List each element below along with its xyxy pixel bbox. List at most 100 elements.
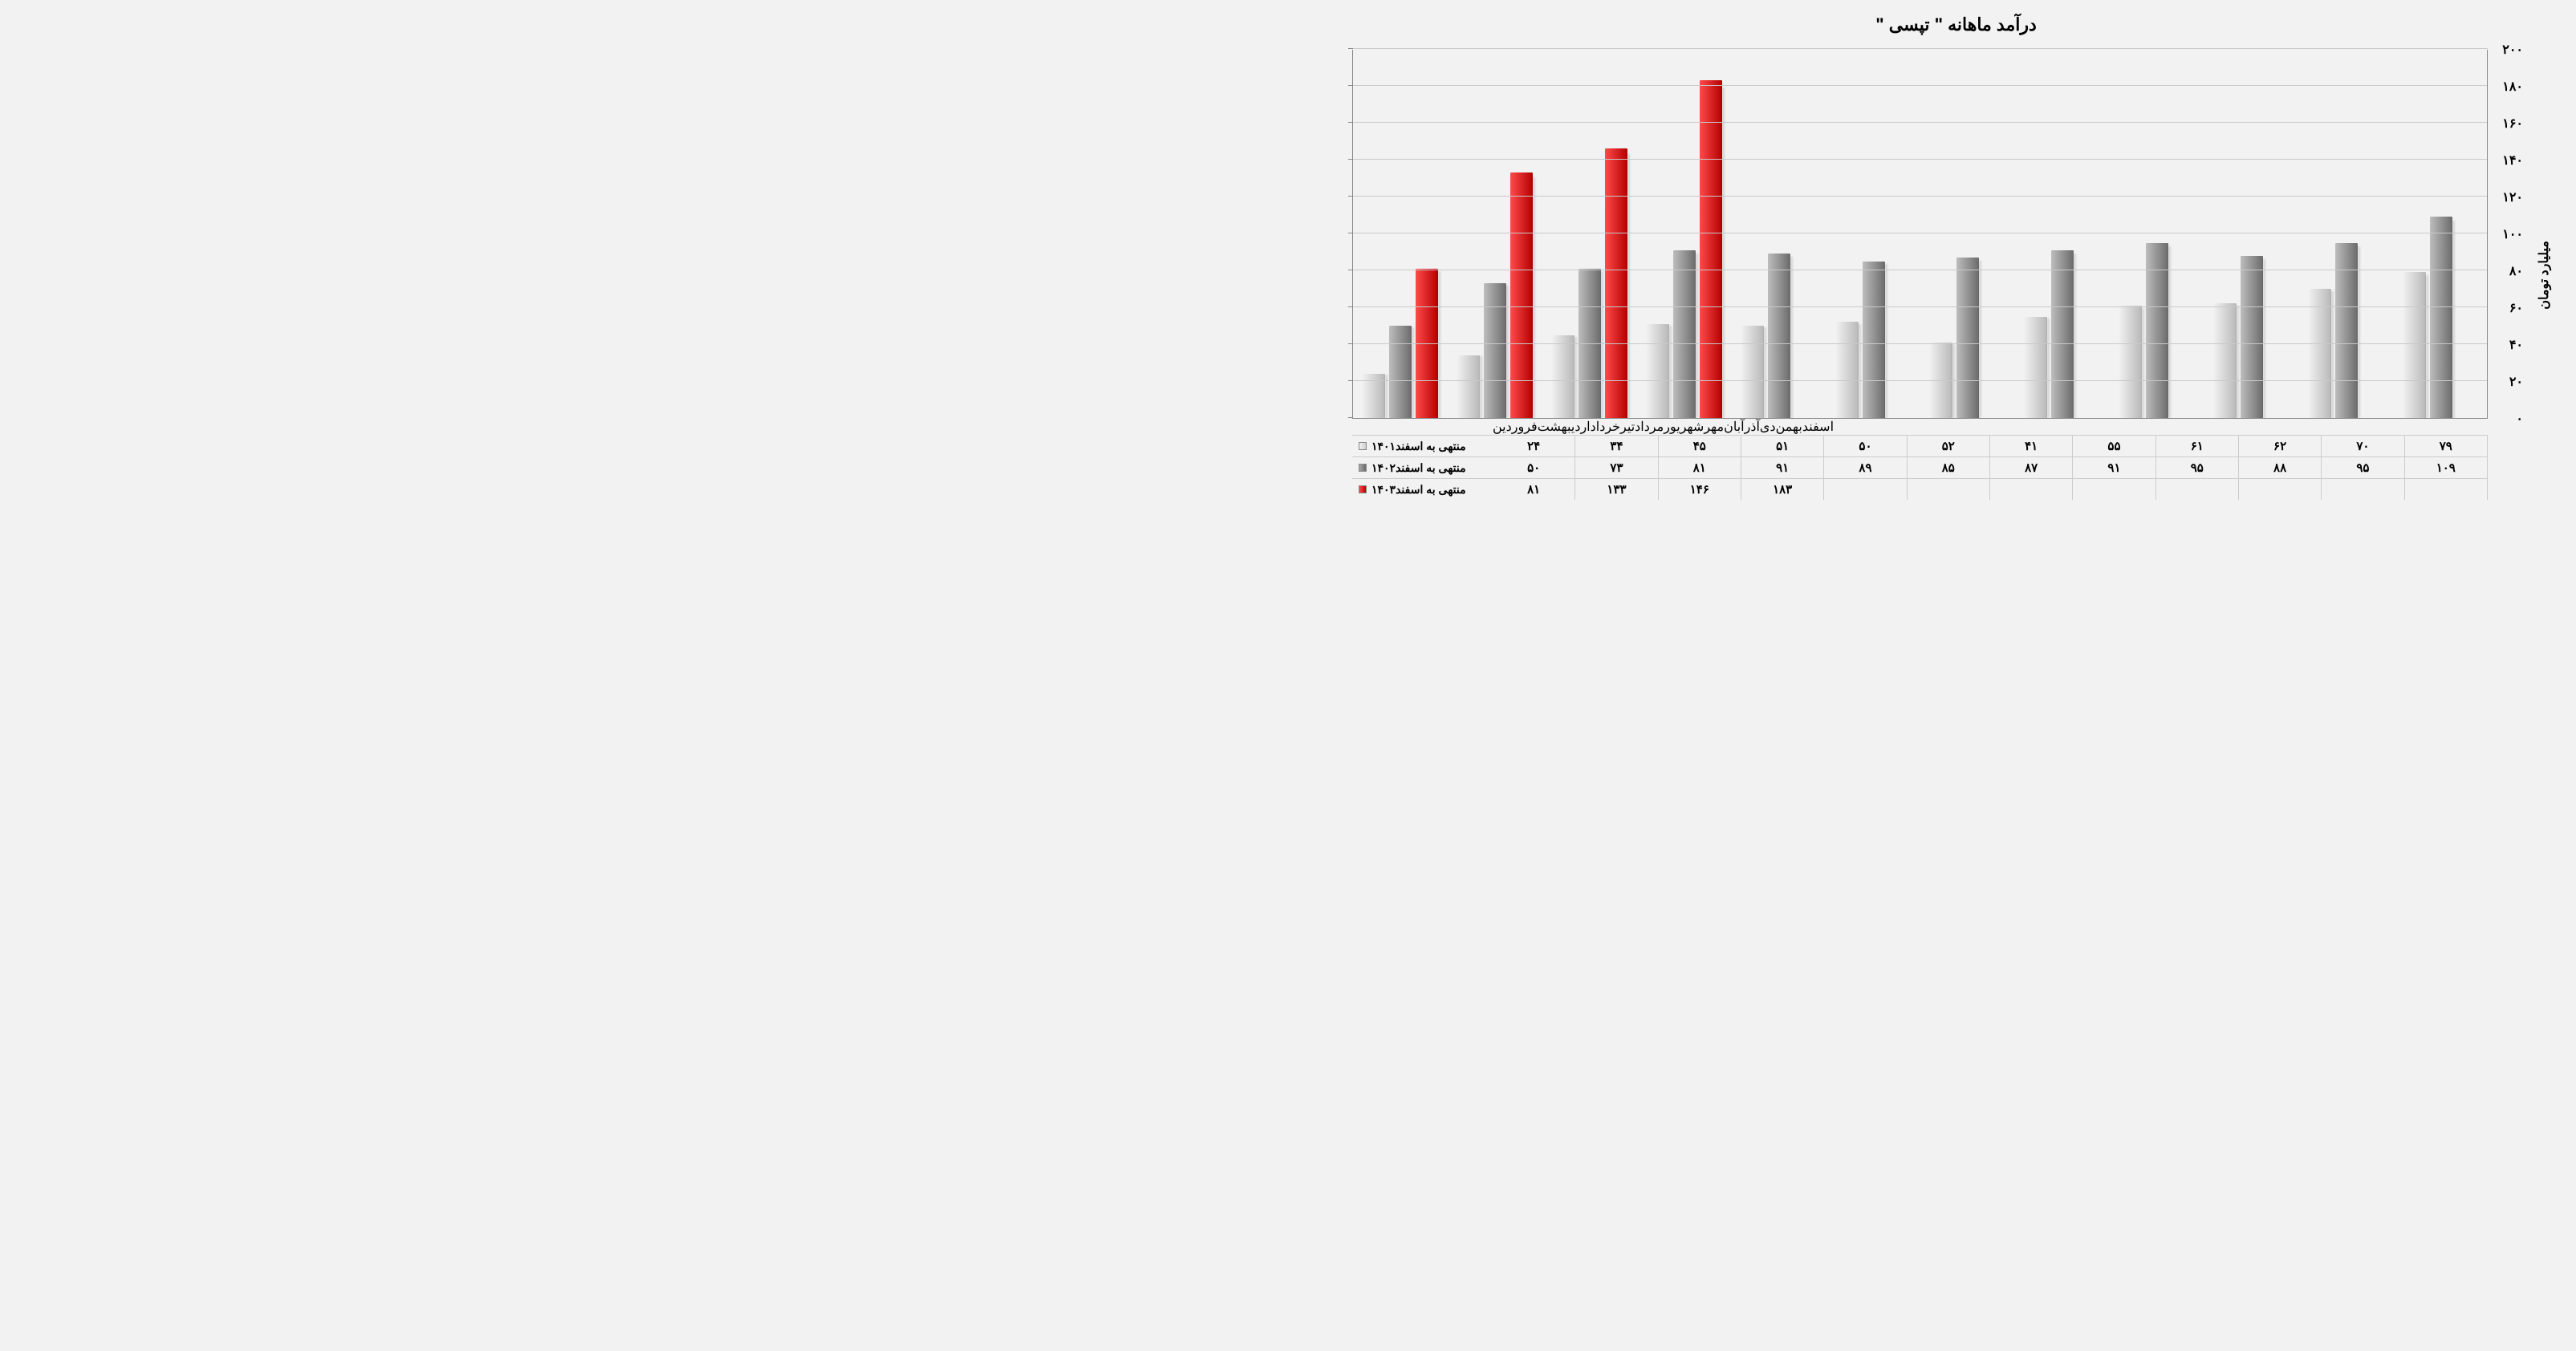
bar-group — [1920, 50, 2015, 418]
table-cell: ۸۵ — [1908, 457, 1990, 478]
data-table: فروردیناردیبهشتخردادتیرمردادشهریورمهرآبا… — [1352, 419, 2488, 500]
ylabel-column: میلیارد تومان — [2528, 50, 2560, 500]
chart-wrapper: میلیارد تومان ۰۲۰۴۰۶۰۸۰۱۰۰۱۲۰۱۴۰۱۶۰۱۸۰۲۰… — [1352, 50, 2560, 500]
table-cell: ۷۹ — [2405, 436, 2488, 456]
bar — [2403, 272, 2426, 418]
y-tick-label: ۱۸۰ — [2502, 79, 2523, 95]
bar — [2430, 217, 2452, 418]
bar-group — [1448, 50, 1542, 418]
y-tick-label: ۱۲۰ — [2502, 189, 2523, 205]
bar — [2214, 303, 2237, 418]
series-label-text: منتهی به اسفند۱۴۰۲ — [1371, 461, 1466, 475]
series-label-text: منتهی به اسفند۱۴۰۱ — [1371, 440, 1466, 453]
bar — [1768, 254, 1790, 418]
tick-mark — [1348, 380, 1353, 381]
bar-groups — [1353, 50, 2488, 418]
x-category-label: اردیبهشت — [1538, 419, 1591, 435]
table-row: منتهی به اسفند۱۴۰۳۸۱۱۳۳۱۴۶۱۸۳ — [1352, 478, 2488, 500]
table-cell: ۵۰ — [1493, 457, 1575, 478]
y-tick-label: ۰ — [2516, 411, 2523, 427]
table-cell: ۵۱ — [1741, 436, 1824, 456]
tick-mark — [1348, 48, 1353, 49]
table-cell — [2405, 479, 2488, 500]
y-tick-label: ۲۰۰ — [2502, 42, 2523, 58]
bar — [1605, 148, 1627, 418]
tick-mark — [1348, 122, 1353, 123]
gridline — [1353, 159, 2488, 160]
gridline — [1353, 196, 2488, 197]
bar-group — [1353, 50, 1448, 418]
y-tick-label: ۱۰۰ — [2502, 226, 2523, 242]
table-cell — [2156, 479, 2239, 500]
gridline — [1353, 48, 2488, 49]
table-cell — [2239, 479, 2322, 500]
table-cell: ۱۰۹ — [2405, 457, 2488, 478]
x-category-label: خرداد — [1591, 419, 1620, 435]
series-label: منتهی به اسفند۱۴۰۱ — [1352, 436, 1493, 456]
y-ticks: ۰۲۰۴۰۶۰۸۰۱۰۰۱۲۰۱۴۰۱۶۰۱۸۰۲۰۰ — [2488, 50, 2528, 419]
bar — [2119, 306, 2142, 418]
tick-mark — [1348, 306, 1353, 307]
x-category-label: دی — [1760, 419, 1776, 435]
table-cell: ۸۱ — [1659, 457, 1741, 478]
plot-area — [1352, 50, 2488, 419]
table-row: منتهی به اسفند۱۴۰۱۲۴۳۴۴۵۵۱۵۰۵۲۴۱۵۵۶۱۶۲۷۰… — [1352, 435, 2488, 456]
table-cell: ۶۲ — [2239, 436, 2322, 456]
y-tick-label: ۴۰ — [2509, 337, 2523, 353]
bar — [2309, 289, 2331, 418]
chart-title: درآمد ماهانه " تپسی " — [1352, 14, 2560, 35]
bar — [1700, 80, 1722, 418]
table-cell: ۶۱ — [2156, 436, 2239, 456]
bar — [1647, 324, 1669, 418]
gridline — [1353, 85, 2488, 86]
gridline — [1353, 380, 2488, 381]
y-axis-label: میلیارد تومان — [2536, 241, 2552, 310]
series-label: منتهی به اسفند۱۴۰۳ — [1352, 479, 1493, 500]
x-category-label: مهر — [1704, 419, 1724, 435]
table-cell: ۵۵ — [2073, 436, 2155, 456]
bar-group — [2204, 50, 2298, 418]
bar — [1484, 283, 1506, 418]
bar-group — [1731, 50, 1826, 418]
bar — [1510, 172, 1533, 418]
tick-mark — [1348, 196, 1353, 197]
series-label-text: منتهی به اسفند۱۴۰۳ — [1371, 483, 1466, 497]
data-rows: منتهی به اسفند۱۴۰۱۲۴۳۴۴۵۵۱۵۰۵۲۴۱۵۵۶۱۶۲۷۰… — [1352, 435, 2488, 500]
table-cell: ۲۴ — [1493, 436, 1575, 456]
legend-swatch — [1359, 485, 1367, 493]
bar — [1741, 326, 1764, 418]
y-tick-label: ۱۴۰ — [2502, 152, 2523, 168]
table-cell: ۱۸۳ — [1741, 479, 1824, 500]
x-category-label: مرداد — [1635, 419, 1664, 435]
table-cell: ۴۵ — [1659, 436, 1741, 456]
plot-column: فروردیناردیبهشتخردادتیرمردادشهریورمهرآبا… — [1352, 50, 2488, 500]
table-cell — [2322, 479, 2404, 500]
x-category-label: تیر — [1620, 419, 1635, 435]
x-category-label: اسفند — [1802, 419, 1834, 435]
tick-mark — [1348, 85, 1353, 86]
x-category-label: آبان — [1724, 419, 1745, 435]
bar-group — [1542, 50, 1637, 418]
bar-group — [1636, 50, 1731, 418]
y-tick-label: ۶۰ — [2509, 300, 2523, 316]
table-cell: ۷۳ — [1575, 457, 1658, 478]
bar-group — [1826, 50, 1920, 418]
table-cell: ۸۹ — [1824, 457, 1907, 478]
bar — [1552, 335, 1574, 419]
table-cell — [1990, 479, 2073, 500]
table-cell — [1824, 479, 1907, 500]
table-cell: ۸۸ — [2239, 457, 2322, 478]
table-cell: ۹۱ — [2073, 457, 2155, 478]
bar — [1836, 322, 1859, 418]
tick-mark — [1348, 417, 1353, 418]
table-cell: ۸۷ — [1990, 457, 2073, 478]
table-cell: ۵۰ — [1824, 436, 1907, 456]
table-cell: ۹۱ — [1741, 457, 1824, 478]
tick-mark — [1348, 343, 1353, 344]
table-cell: ۴۱ — [1990, 436, 2073, 456]
table-cell: ۹۵ — [2322, 457, 2404, 478]
bar-group — [2015, 50, 2110, 418]
legend-swatch — [1359, 442, 1367, 450]
series-label: منتهی به اسفند۱۴۰۲ — [1352, 457, 1493, 478]
bar-group — [2298, 50, 2393, 418]
